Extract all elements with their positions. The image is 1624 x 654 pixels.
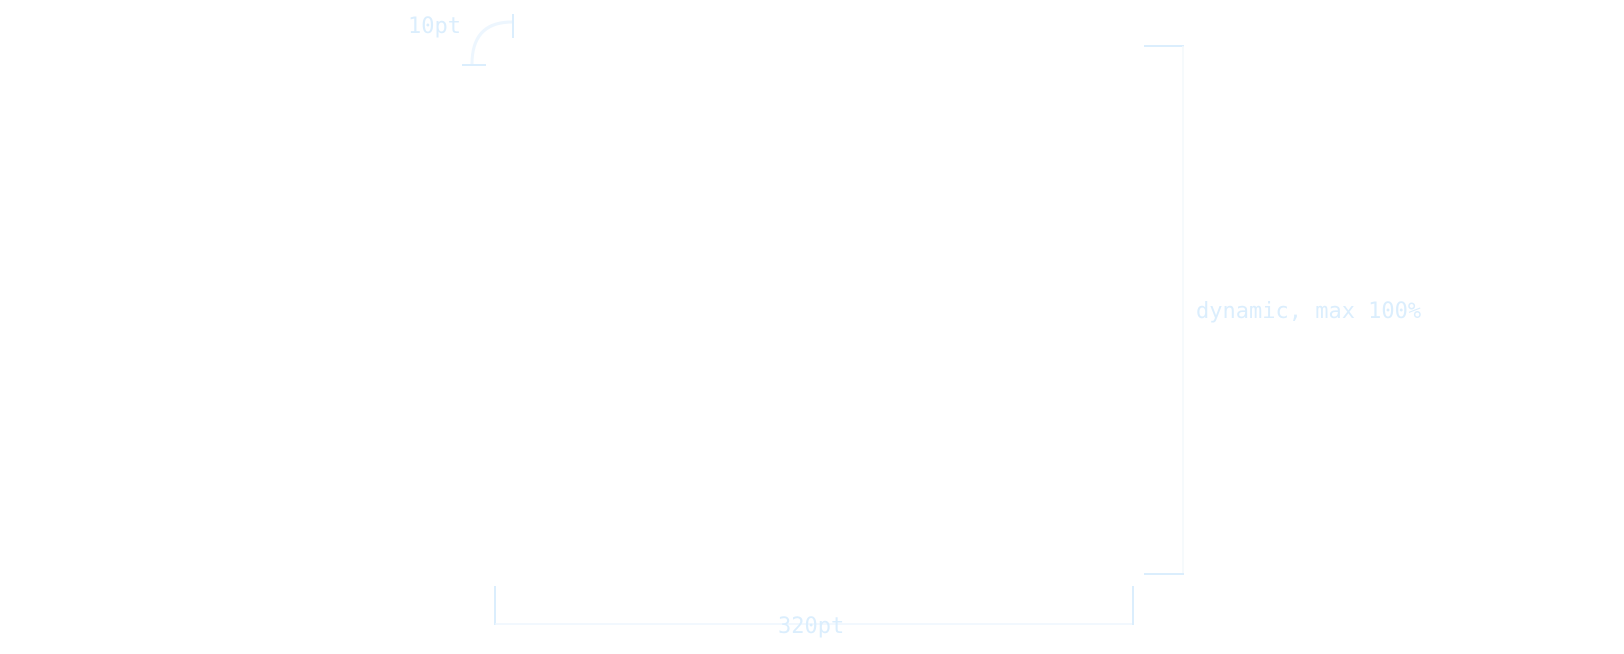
corner-radius-arc <box>470 20 513 65</box>
corner-radius-label: 10pt <box>408 14 461 39</box>
width-label: 320pt <box>778 614 845 639</box>
height-label: dynamic, max 100% <box>1196 299 1422 324</box>
